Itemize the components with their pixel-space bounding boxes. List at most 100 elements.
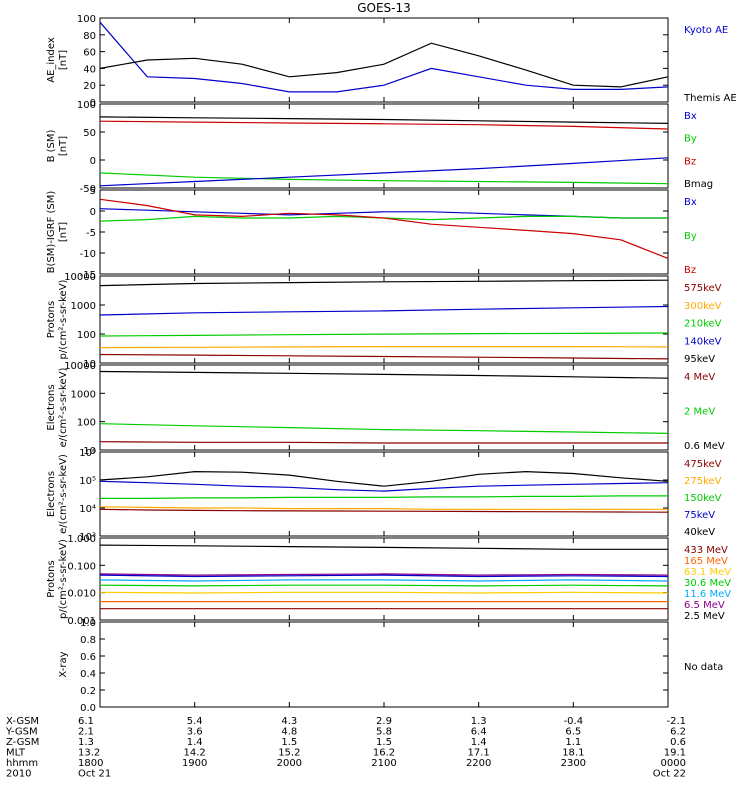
y-tick-label: 80	[83, 31, 96, 42]
legend-entry-1: 475keV	[684, 459, 722, 470]
y-tick-label: 100	[77, 418, 96, 429]
footer-value: 14.2	[184, 748, 206, 759]
series-line-1	[99, 470, 669, 487]
y-tick-label: -50	[80, 184, 96, 195]
y-tick-label: 20	[83, 81, 96, 92]
series-line-3	[99, 332, 669, 337]
footer-value: 1.1	[565, 737, 581, 748]
series-line-3	[99, 198, 669, 259]
y-tick-label: 1.000	[67, 534, 96, 545]
y-tick-label: 0.2	[80, 686, 96, 697]
series-line-5	[99, 353, 669, 360]
y-axis-label: AE_index	[46, 37, 57, 83]
y-tick-label: 1000	[71, 389, 96, 400]
y-tick-label: 100	[77, 14, 96, 25]
legend-entry-1: Bx	[684, 111, 697, 122]
footer-value: 19.1	[664, 748, 686, 759]
y-tick-label: 10	[83, 359, 96, 370]
series-line-1	[99, 544, 668, 550]
series-line-2	[99, 305, 669, 316]
panel-frame	[99, 275, 669, 364]
footer-value: 2.9	[376, 716, 392, 727]
footer-row-label: MLT	[6, 748, 26, 759]
panel-5: 10 100 1000 10000 Electrons e/(cm²-s-sr-keV) 4…	[46, 361, 725, 457]
footer-value: 2000	[277, 758, 302, 769]
footer-value: Oct 21	[78, 769, 111, 780]
footer-value: 15.2	[278, 748, 300, 759]
legend-entry-5: 11.6 MeV	[684, 589, 731, 600]
footer-value: -0.4	[564, 716, 584, 727]
series-line-2	[99, 423, 669, 434]
y-axis-label: X-ray	[58, 651, 69, 677]
y-tick-label: 0.010	[67, 589, 96, 600]
series-line-5	[99, 584, 669, 587]
series-line-3	[99, 574, 669, 578]
legend-entry-5: 95keV	[684, 354, 715, 365]
y-axis-label: Electrons	[46, 471, 57, 517]
footer-value: 2300	[561, 758, 586, 769]
series-line-2	[99, 480, 669, 492]
y-tick-label: -10	[80, 249, 96, 260]
y-tick-label: 0	[90, 207, 96, 218]
legend-entry-1: 433 MeV	[684, 545, 728, 556]
series-line-2	[99, 215, 668, 222]
panel-frame	[99, 621, 669, 708]
y-tick-label: 0	[90, 156, 96, 167]
footer-value: 5.8	[376, 727, 392, 738]
series-line-5	[99, 508, 669, 513]
y-axis-label: Electrons	[46, 384, 57, 430]
footer-value: 0.6	[670, 737, 686, 748]
y-axis-label: B (SM)	[46, 129, 57, 162]
footer-value: 6.4	[471, 727, 487, 738]
y-tick-label: 50	[83, 128, 96, 139]
legend-entry-4: Bmag	[684, 179, 713, 190]
series-line-4	[99, 157, 669, 187]
y-tick-label: -5	[86, 228, 96, 239]
y-axis-label: [nT]	[58, 222, 69, 242]
legend-entry-3: Bz	[684, 265, 696, 276]
panel-frame	[99, 451, 669, 537]
footer-row-label: 2010	[6, 769, 31, 780]
y-axis-label: B(SM)-IGRF (SM)	[46, 191, 57, 274]
series-line-1	[99, 21, 669, 93]
y-axis-label: Protons	[46, 560, 57, 597]
series-line-2	[99, 573, 669, 576]
footer-value: -2.1	[666, 716, 686, 727]
y-tick-label: 60	[83, 48, 96, 59]
legend-entry-6: 6.5 MeV	[684, 600, 725, 611]
series-line-4	[99, 346, 669, 349]
y-tick-label: 0	[90, 98, 96, 109]
panel-7: 0.001 0.010 0.100 1.000 Protons p/(cm²-s-sr-k…	[46, 534, 731, 627]
y-axis-label: e/(cm²-s-sr-keV)	[58, 454, 69, 534]
panel-4: 10 100 1000 10000 Protons p/(cm²-s-sr-keV) 575…	[46, 272, 722, 370]
panel-8: 0.0 0.2 0.4 0.6 0.8 1.0 X-ray	[58, 618, 669, 714]
y-tick-label: 0.001	[67, 616, 96, 627]
legend-entry-3: 150keV	[684, 493, 722, 504]
footer-value: 1.4	[471, 737, 487, 748]
y-tick-label: 0.6	[80, 652, 96, 663]
footer-value: 3.6	[187, 727, 203, 738]
legend-entry-2: 165 MeV	[684, 556, 728, 567]
footer-row-label: X-GSM	[6, 716, 39, 727]
series-line-4	[99, 506, 668, 510]
legend-entry-2: 300keV	[684, 301, 722, 312]
panel-frame	[99, 103, 669, 189]
legend-entry-2: By	[684, 231, 697, 242]
no-data-label: No data	[684, 662, 723, 673]
footer-value: 1.5	[281, 737, 297, 748]
legend-entry-2: Themis AE	[683, 93, 737, 104]
footer-value: 1.5	[376, 737, 392, 748]
y-tick-label: 100	[77, 330, 96, 341]
footer-value: 1.3	[78, 737, 94, 748]
legend-entry-2: 2 MeV	[684, 407, 715, 418]
footer-value: 16.2	[373, 748, 395, 759]
footer-value: Oct 22	[653, 769, 686, 780]
legend-entry-4: 140keV	[684, 336, 722, 347]
series-line-1	[99, 116, 669, 124]
footer-value: 2200	[466, 758, 491, 769]
y-tick-label: 1000	[71, 301, 96, 312]
